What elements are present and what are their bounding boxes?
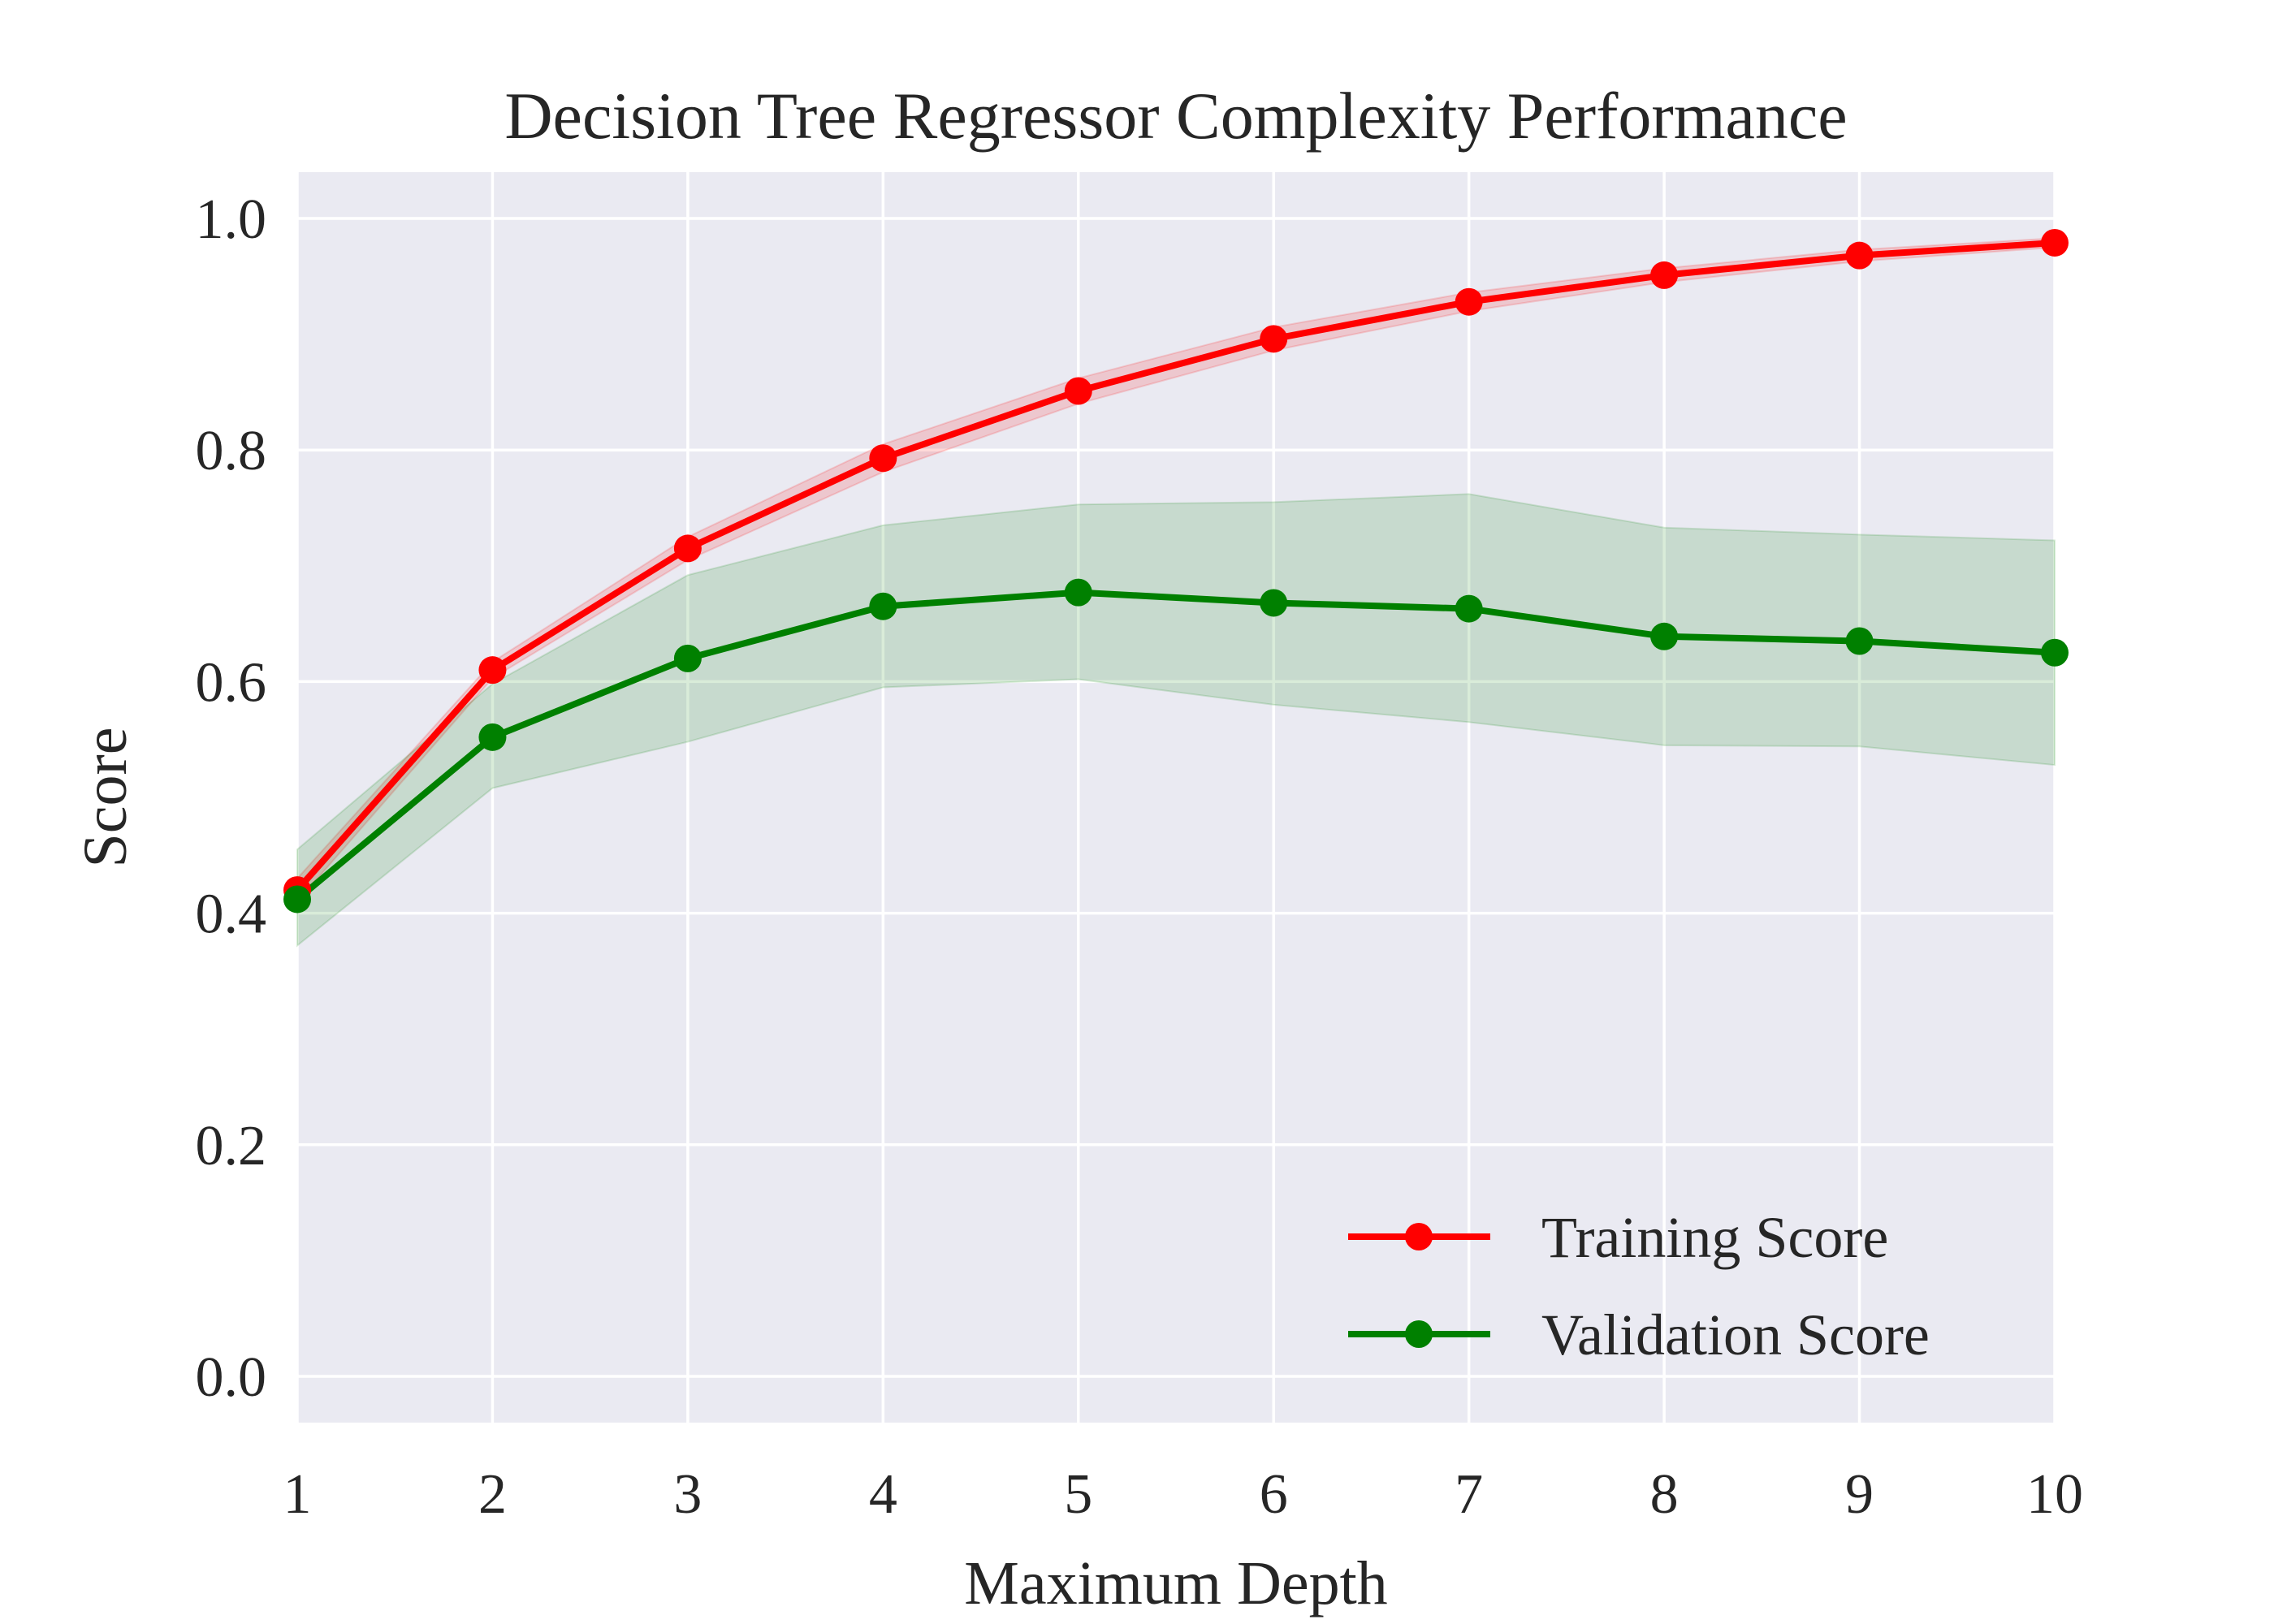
x-tick-label: 5	[1064, 1463, 1092, 1526]
legend-training-marker	[1405, 1223, 1433, 1250]
series-markers	[283, 228, 2069, 914]
validation-score-line	[295, 589, 2056, 902]
y-tick-label: 0.0	[196, 1346, 267, 1409]
x-tick-label: 1	[283, 1463, 312, 1526]
validation-score-point	[1845, 627, 1874, 655]
x-tick-label: 4	[869, 1463, 897, 1526]
x-tick-label: 2	[478, 1463, 507, 1526]
legend: Training Score Validation Score	[1348, 1205, 1930, 1367]
series-lines	[295, 239, 2056, 902]
grid	[296, 172, 2056, 1423]
x-tick-label: 3	[673, 1463, 702, 1526]
training-score-point	[1064, 377, 1092, 405]
legend-validation-marker	[1405, 1320, 1433, 1348]
y-tick-label: 0.6	[196, 651, 267, 714]
legend-training-label: Training Score	[1541, 1205, 1888, 1270]
chart-title: Decision Tree Regressor Complexity Perfo…	[504, 79, 1847, 153]
validation-score-point	[1064, 578, 1092, 607]
training-score-point	[1845, 241, 1874, 270]
x-axis-label: Maximum Depth	[964, 1549, 1387, 1618]
y-tick-label: 0.4	[196, 883, 267, 946]
validation-score-point	[2041, 638, 2069, 667]
validation-score-point	[283, 885, 311, 914]
x-tick-labels: 1 2 3 4 5 6 7 8 9 10	[283, 1463, 2084, 1526]
plot-background	[297, 172, 2055, 1423]
training-score-point	[478, 656, 507, 685]
training-score-point	[1260, 325, 1288, 353]
training-score-point	[1455, 287, 1483, 316]
training-score-point	[673, 534, 702, 563]
validation-score-point	[1455, 594, 1483, 623]
validation-score-point	[1260, 589, 1288, 617]
x-tick-label: 10	[2026, 1463, 2083, 1526]
legend-entry-training: Training Score	[1348, 1205, 1888, 1270]
x-tick-label: 7	[1455, 1463, 1483, 1526]
training-score-point	[869, 444, 897, 473]
validation-score-point	[1650, 622, 1679, 650]
legend-validation-label: Validation Score	[1541, 1302, 1930, 1367]
validation-score-point	[869, 592, 897, 620]
x-tick-label: 8	[1650, 1463, 1679, 1526]
y-tick-label: 1.0	[196, 188, 267, 251]
legend-entry-validation: Validation Score	[1348, 1302, 1930, 1367]
validation-score-point	[478, 723, 507, 751]
y-tick-label: 0.8	[196, 420, 267, 482]
x-tick-label: 6	[1260, 1463, 1288, 1526]
training-score-point	[2041, 228, 2069, 257]
validation-confidence-band	[296, 493, 2056, 948]
y-tick-label: 0.2	[196, 1115, 267, 1177]
x-tick-label: 9	[1845, 1463, 1874, 1526]
training-score-point	[1650, 261, 1679, 289]
validation-score-point	[673, 644, 702, 672]
y-tick-labels: 0.0 0.2 0.4 0.6 0.8 1.0	[196, 188, 267, 1409]
training-score-line	[295, 239, 2056, 892]
y-axis-label: Score	[71, 727, 140, 867]
